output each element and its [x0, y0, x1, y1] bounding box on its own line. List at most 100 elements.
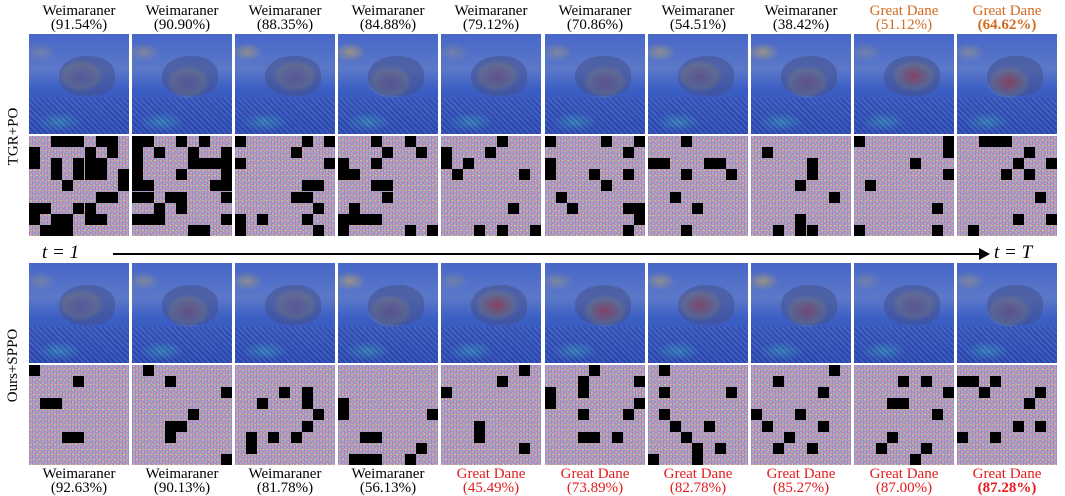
masked-patch — [751, 409, 762, 421]
masked-patch — [312, 180, 324, 192]
top-heatmap-row — [29, 34, 1060, 134]
masked-patch — [220, 387, 232, 399]
masked-patch — [854, 136, 865, 147]
masked-patch — [784, 431, 796, 443]
masked-patch — [817, 387, 829, 399]
masked-patch — [600, 180, 612, 192]
top-prediction-label-5: Weimaraner (79.12%) — [441, 4, 541, 33]
bottom-prediction-label-9: Great Dane (87.00%) — [854, 467, 954, 496]
masked-patch — [132, 158, 143, 170]
masked-patch — [463, 158, 475, 170]
masked-patch — [1012, 213, 1024, 225]
masked-patch — [762, 147, 774, 159]
masked-patch — [106, 191, 118, 203]
masked-patch — [371, 213, 383, 225]
bottom-prediction-label-10: Great Dane (87.28%) — [957, 467, 1057, 496]
bottom-prediction-label-1: Weimaraner (92.63%) — [29, 467, 129, 496]
masked-patch — [920, 442, 932, 454]
masked-patch — [176, 420, 188, 432]
masked-patch — [235, 136, 246, 147]
masked-patch — [1023, 398, 1035, 410]
masked-patch — [622, 169, 634, 181]
class-name: Great Dane — [456, 466, 526, 482]
masked-patch — [622, 224, 634, 236]
masked-patch — [220, 169, 232, 181]
masked-patch — [942, 147, 954, 159]
masked-patch — [84, 213, 96, 225]
bottom-prediction-label-5: Great Dane (45.49%) — [441, 466, 541, 496]
masked-patch — [529, 224, 541, 236]
confidence-value: (87.28%) — [977, 480, 1037, 496]
masked-patch — [518, 169, 530, 181]
time-axis: t = 1 t = T — [0, 238, 1065, 266]
masked-patch — [301, 387, 313, 399]
masked-patch — [338, 409, 349, 421]
masked-patch — [323, 136, 335, 147]
masked-patch — [132, 147, 143, 159]
masked-patch — [496, 136, 508, 147]
masked-patch — [1012, 158, 1024, 170]
bottom-heatmap-1 — [29, 263, 129, 363]
masked-patch — [692, 202, 704, 214]
masked-patch — [246, 442, 258, 454]
masked-patch — [40, 398, 52, 410]
side-label-bottom: Ours+SPPO — [0, 263, 28, 467]
bottom-prediction-label-6: Great Dane (73.89%) — [545, 467, 645, 496]
bottom-perturbation-10 — [957, 365, 1057, 465]
masked-patch — [567, 202, 579, 214]
confidence-value: (70.86%) — [566, 17, 624, 33]
class-name: Great Dane — [972, 3, 1042, 19]
masked-patch — [600, 136, 612, 147]
masked-patch — [806, 169, 818, 181]
top-heatmap-4 — [338, 34, 438, 134]
masked-patch — [714, 442, 726, 454]
bottom-row-prediction-labels: Weimaraner (92.63%) Weimaraner (90.13%) Weim… — [29, 465, 1060, 496]
masked-patch — [578, 376, 590, 388]
masked-patch — [360, 453, 372, 465]
masked-patch — [40, 202, 52, 214]
masked-patch — [426, 409, 438, 421]
confidence-value: (56.13%) — [359, 480, 417, 496]
confidence-value: (92.63%) — [50, 480, 108, 496]
masked-patch — [1023, 147, 1035, 159]
confidence-value: (79.12%) — [462, 17, 520, 33]
masked-patch — [301, 180, 313, 192]
masked-patch — [806, 442, 818, 454]
class-name: Great Dane — [869, 3, 939, 19]
masked-patch — [633, 376, 645, 388]
masked-patch — [73, 169, 85, 181]
masked-patch — [1023, 169, 1035, 181]
bottom-heatmap-8 — [751, 263, 851, 363]
top-prediction-label-4: Weimaraner (84.88%) — [338, 4, 438, 33]
top-perturbation-3 — [235, 136, 335, 236]
masked-patch — [198, 136, 210, 147]
masked-patch — [220, 453, 232, 465]
masked-patch — [349, 213, 361, 225]
bottom-perturbation-7 — [648, 365, 748, 465]
bottom-heatmap-10 — [957, 263, 1057, 363]
method-label-tgr-po: TGR+PO — [5, 107, 22, 165]
masked-patch — [198, 224, 210, 236]
top-perturbation-5 — [441, 136, 541, 236]
masked-patch — [106, 136, 118, 147]
top-heatmap-1 — [29, 34, 129, 134]
masked-patch — [360, 213, 372, 225]
masked-patch — [382, 147, 394, 159]
masked-patch — [51, 169, 63, 181]
masked-patch — [441, 387, 452, 399]
masked-patch — [979, 136, 991, 147]
masked-patch — [176, 136, 188, 147]
masked-patch — [382, 191, 394, 203]
masked-patch — [95, 169, 107, 181]
masked-patch — [773, 442, 785, 454]
masked-patch — [545, 387, 556, 399]
top-perturbation-10 — [957, 136, 1057, 236]
masked-patch — [290, 191, 302, 203]
masked-patch — [795, 409, 807, 421]
masked-patch — [441, 147, 452, 159]
masked-patch — [1012, 420, 1024, 432]
masked-patch — [854, 224, 865, 236]
masked-patch — [62, 213, 74, 225]
masked-patch — [795, 180, 807, 192]
top-prediction-label-2: Weimaraner (90.90%) — [132, 4, 232, 33]
